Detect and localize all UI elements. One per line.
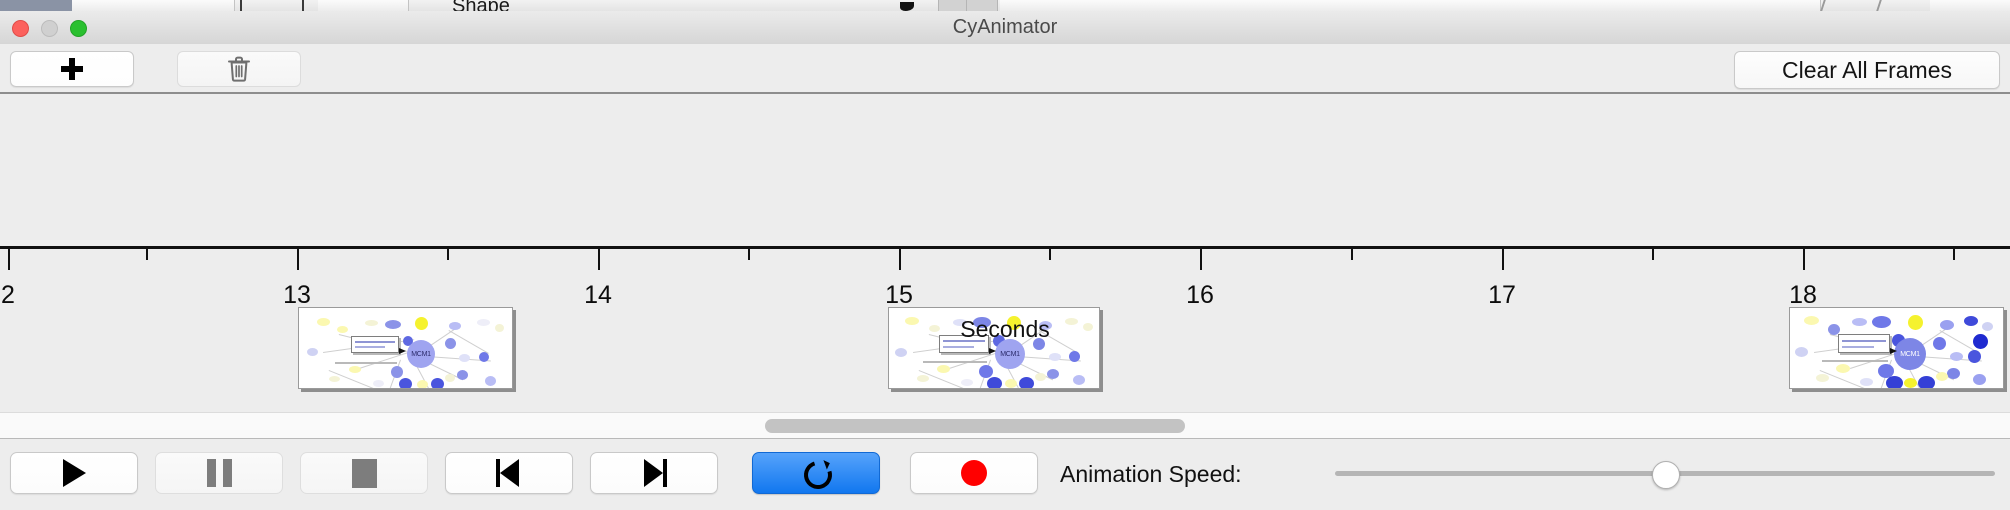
axis-tick-minor [1351, 249, 1353, 260]
skip-backward-button[interactable] [445, 452, 573, 494]
plus-icon [61, 58, 83, 80]
background-slash [1876, 0, 1893, 11]
pause-icon [206, 459, 232, 487]
record-button[interactable] [910, 452, 1038, 494]
animation-speed-thumb[interactable] [1652, 461, 1680, 489]
axis-tick-label: 13 [283, 281, 311, 309]
stop-icon [351, 458, 377, 488]
loop-icon [801, 458, 831, 488]
network-preview: MCM1 [1790, 308, 2003, 388]
background-selection [0, 0, 72, 11]
timeline-axis [0, 246, 2010, 249]
loop-button[interactable] [752, 452, 880, 494]
title-bar: CyAnimator [0, 11, 2010, 45]
timeline-panel[interactable]: MCM1 [0, 94, 2010, 412]
axis-tick-minor [748, 249, 750, 260]
hub-node-label: MCM1 [995, 339, 1025, 369]
axis-tick-major [598, 249, 600, 270]
caption-line [1822, 360, 1888, 362]
background-box [938, 0, 968, 11]
axis-tick-label: 14 [584, 281, 612, 309]
axis-tick-major [297, 249, 299, 270]
axis-tick-minor [1652, 249, 1654, 260]
axis-tick-major [1200, 249, 1202, 270]
skip-forward-button[interactable] [590, 452, 718, 494]
record-icon [961, 460, 987, 486]
zoom-button[interactable] [70, 20, 87, 37]
frame-thumbnail[interactable]: MCM1 [1789, 307, 2004, 389]
trash-icon [228, 56, 250, 82]
window-controls [12, 20, 87, 37]
hub-node-label: MCM1 [1894, 338, 1926, 370]
network-preview: MCM1 [299, 308, 512, 388]
background-slash [1820, 0, 1837, 11]
play-button[interactable] [10, 452, 138, 494]
pause-button[interactable] [155, 452, 283, 494]
axis-tick-major [1502, 249, 1504, 270]
caption-line [923, 361, 987, 363]
background-window-label: Shape [452, 0, 510, 11]
axis-tick-major [899, 249, 901, 270]
background-tab [318, 0, 409, 11]
axis-tick-label: 2 [1, 281, 15, 309]
skip-backward-icon [496, 459, 522, 487]
axis-tick-minor [447, 249, 449, 260]
play-icon [62, 459, 86, 487]
hub-node-label: MCM1 [407, 340, 435, 368]
axis-tick-label: 17 [1488, 281, 1516, 309]
window-title: CyAnimator [952, 16, 1058, 38]
background-mark [302, 0, 304, 11]
callout-arrow [1890, 348, 1897, 354]
background-tab [1000, 0, 1821, 11]
axis-tick-minor [1953, 249, 1955, 260]
skip-forward-icon [641, 459, 667, 487]
minimize-button[interactable] [41, 20, 58, 37]
background-glyph [900, 2, 914, 11]
axis-tick-minor [146, 249, 148, 260]
axis-tick-label: 18 [1789, 281, 1817, 309]
transport-bar: Animation Speed: [0, 440, 2010, 510]
frame-thumbnail[interactable]: MCM1 [298, 307, 513, 389]
axis-tick-minor [1049, 249, 1051, 260]
clear-all-frames-button[interactable]: Clear All Frames [1734, 51, 2000, 89]
callout-box [351, 336, 399, 353]
background-mark [240, 0, 242, 11]
delete-frame-button[interactable] [177, 51, 301, 87]
axis-title: Seconds [960, 316, 1050, 342]
stop-button[interactable] [300, 452, 428, 494]
callout-box [939, 335, 989, 353]
callout-box [1838, 334, 1890, 353]
caption-line [335, 362, 397, 364]
network-preview: MCM1 [889, 308, 1099, 388]
background-window-strip: Shape [0, 0, 2010, 11]
callout-arrow [399, 348, 406, 354]
background-tab [72, 0, 173, 11]
axis-tick-label: 16 [1186, 281, 1214, 309]
close-button[interactable] [12, 20, 29, 37]
axis-tick-label: 15 [885, 281, 913, 309]
clear-all-frames-label: Clear All Frames [1782, 56, 1952, 83]
background-tab [172, 0, 235, 11]
axis-tick-major [8, 249, 10, 270]
axis-tick-major [1803, 249, 1805, 270]
frame-thumbnail[interactable]: MCM1 [888, 307, 1100, 389]
add-frame-button[interactable] [10, 51, 134, 87]
background-box [966, 0, 998, 11]
background-tab [1930, 0, 2010, 11]
toolbar: Clear All Frames [0, 44, 2010, 94]
scrollbar-thumb[interactable] [765, 419, 1185, 433]
callout-arrow [989, 348, 996, 354]
animation-speed-label: Animation Speed: [1060, 461, 1242, 487]
timeline-scrollbar[interactable] [0, 412, 2010, 439]
